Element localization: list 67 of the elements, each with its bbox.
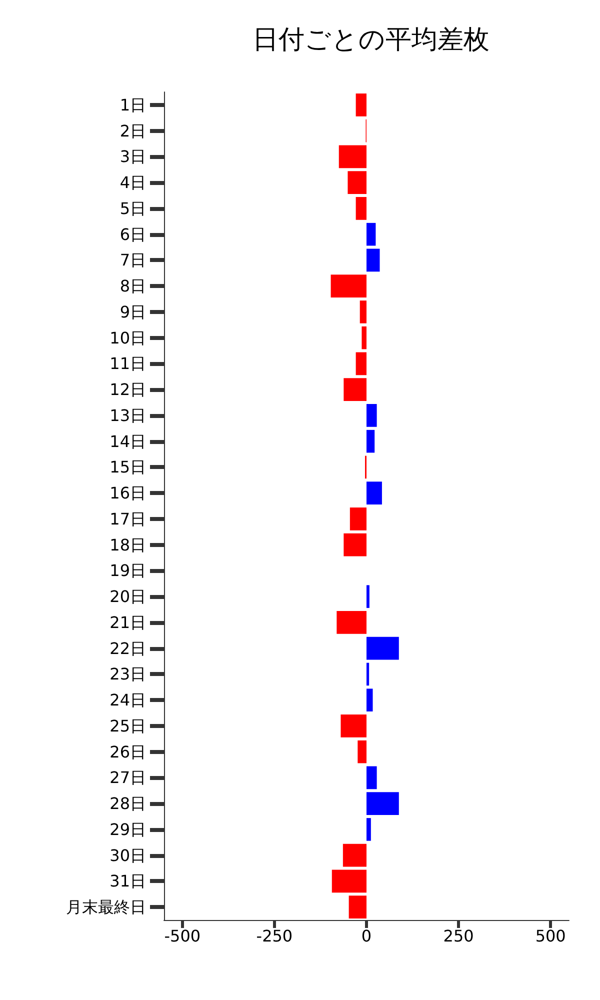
bar — [332, 870, 366, 893]
y-tick-label: 10日 — [110, 328, 146, 348]
x-tick-label: 250 — [443, 926, 474, 946]
bar — [366, 792, 399, 815]
y-tick-label: 25日 — [110, 716, 146, 736]
bar — [342, 844, 366, 867]
bar — [358, 740, 366, 764]
bar — [366, 688, 373, 712]
y-tick-label: 6日 — [120, 224, 146, 244]
bar — [366, 248, 380, 272]
bar — [356, 197, 366, 220]
bar — [338, 145, 366, 168]
y-tick-label: 17日 — [110, 509, 146, 528]
bar — [330, 274, 366, 298]
y-tick-label: 12日 — [110, 380, 146, 400]
bar — [356, 352, 366, 376]
bar — [366, 482, 382, 504]
y-tick-label: 27日 — [110, 768, 146, 788]
y-tick-label: 20日 — [110, 587, 146, 606]
bar — [350, 508, 366, 530]
bar — [344, 533, 366, 556]
bar — [362, 326, 366, 350]
y-tick-label: 4日 — [120, 173, 146, 192]
y-tick-label: 28日 — [110, 794, 146, 814]
x-tick-label: 0 — [361, 926, 372, 946]
bar — [336, 611, 366, 634]
y-tick-label: 9日 — [120, 302, 146, 322]
y-tick-label: 16日 — [110, 484, 146, 503]
y-tick-label: 2日 — [120, 121, 146, 140]
bar — [360, 300, 366, 324]
x-tick-label: 500 — [535, 926, 566, 946]
bar — [344, 378, 366, 401]
bar — [366, 766, 377, 790]
y-tick-label: 29日 — [110, 820, 146, 839]
x-tick-label: -500 — [164, 926, 201, 946]
bar — [366, 585, 370, 608]
y-tick-label: 19日 — [110, 561, 146, 580]
y-tick-label: 21日 — [110, 612, 146, 632]
chart-title: 日付ごとの平均差枚 — [252, 25, 490, 55]
y-tick-label: 14日 — [110, 432, 146, 451]
y-tick-label: 5日 — [120, 198, 146, 218]
y-tick-label: 15日 — [110, 458, 146, 477]
y-tick-label: 18日 — [110, 535, 146, 554]
y-tick-label: 23日 — [110, 664, 146, 684]
bar — [348, 171, 366, 194]
bar — [356, 94, 366, 116]
bar — [340, 714, 366, 738]
bar — [366, 222, 376, 246]
y-tick-label: 7日 — [120, 250, 146, 270]
bar — [366, 404, 377, 427]
y-tick-label: 30日 — [110, 846, 146, 865]
y-tick-label: 3日 — [120, 147, 146, 166]
y-tick-label: 1日 — [120, 95, 146, 114]
bar — [366, 636, 399, 660]
y-tick-label: 11日 — [110, 354, 146, 374]
bar — [366, 430, 375, 453]
bar — [366, 818, 371, 841]
y-tick-label: 13日 — [110, 406, 146, 425]
y-tick-label: 8日 — [120, 276, 146, 296]
bar — [366, 662, 370, 686]
y-tick-label: 26日 — [110, 742, 146, 762]
y-tick-label: 24日 — [110, 690, 146, 710]
y-tick-label: 22日 — [110, 638, 146, 658]
y-tick-label: 31日 — [110, 872, 146, 891]
y-tick-label: 月末最終日 — [66, 898, 146, 917]
x-tick-label: -250 — [256, 926, 293, 946]
bar — [348, 896, 366, 918]
